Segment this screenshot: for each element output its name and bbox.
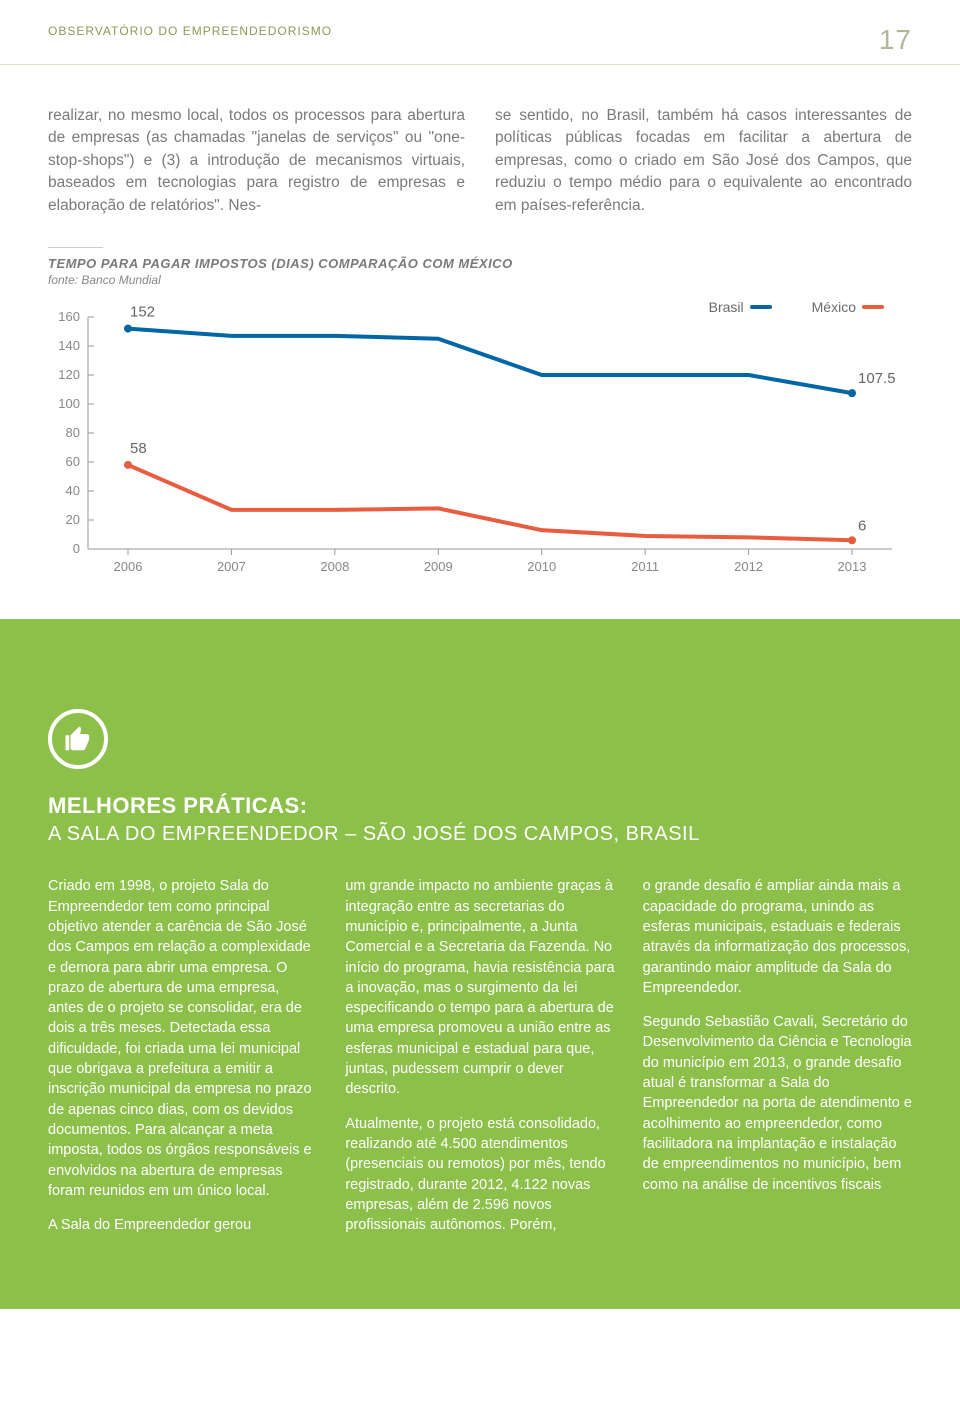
svg-text:160: 160 — [58, 309, 80, 324]
svg-text:152: 152 — [130, 304, 155, 321]
svg-text:140: 140 — [58, 338, 80, 353]
green-text: Segundo Sebastião Cavali, Secretário do … — [643, 1012, 912, 1195]
page-number: 17 — [879, 24, 912, 56]
svg-text:107.5: 107.5 — [858, 370, 896, 387]
green-subheading: A SALA DO EMPREENDEDOR – SÃO JOSÉ DOS CA… — [48, 823, 912, 846]
svg-text:40: 40 — [66, 483, 80, 498]
page-header: OBSERVATÓRIO DO EMPREENDEDORISMO 17 — [0, 0, 960, 65]
green-text: um grande impacto no ambiente graças à i… — [345, 876, 614, 1099]
green-heading: MELHORES PRÁTICAS: — [48, 793, 912, 819]
svg-text:80: 80 — [66, 425, 80, 440]
chart-section: TEMPO PARA PAGAR IMPOSTOS (DIAS) COMPARA… — [0, 237, 960, 619]
line-chart: 0 20 40 60 80 100 120 140 160 2006 2007 2008 2009 201… — [48, 299, 912, 579]
svg-text:2011: 2011 — [631, 559, 659, 574]
header-title: OBSERVATÓRIO DO EMPREENDEDORISMO — [48, 24, 332, 56]
chart-legend: Brasil México — [709, 299, 884, 315]
chart-source: fonte: Banco Mundial — [48, 273, 912, 287]
legend-swatch-mexico — [862, 305, 884, 309]
legend-swatch-brasil — [750, 305, 772, 309]
chart-title: TEMPO PARA PAGAR IMPOSTOS (DIAS) COMPARA… — [48, 256, 912, 271]
legend-mexico: México — [812, 299, 884, 315]
legend-label-brasil: Brasil — [709, 299, 744, 315]
best-practices-section: MELHORES PRÁTICAS: A SALA DO EMPREENDEDO… — [0, 619, 960, 1309]
green-text: A Sala do Empreendedor gerou — [48, 1215, 317, 1235]
svg-text:2007: 2007 — [217, 559, 246, 574]
svg-text:2010: 2010 — [527, 559, 556, 574]
svg-text:60: 60 — [66, 454, 80, 469]
svg-text:58: 58 — [130, 440, 147, 457]
intro-left: realizar, no mesmo local, todos os proce… — [48, 105, 465, 217]
green-text: Atualmente, o projeto está consolidado, … — [345, 1114, 614, 1236]
svg-text:2009: 2009 — [424, 559, 453, 574]
svg-text:20: 20 — [66, 512, 80, 527]
svg-text:2012: 2012 — [734, 559, 763, 574]
green-col-1: Criado em 1998, o projeto Sala do Empree… — [48, 876, 317, 1249]
green-col-3: o grande desafio é ampliar ainda mais a … — [643, 876, 912, 1249]
green-col-2: um grande impacto no ambiente graças à i… — [345, 876, 614, 1249]
legend-brasil: Brasil — [709, 299, 772, 315]
intro-right: se sentido, no Brasil, também há casos i… — [495, 105, 912, 217]
intro-paragraphs: realizar, no mesmo local, todos os proce… — [0, 65, 960, 237]
svg-text:100: 100 — [58, 396, 80, 411]
thumbs-up-icon — [48, 709, 108, 769]
green-text: o grande desafio é ampliar ainda mais a … — [643, 876, 912, 998]
svg-text:2008: 2008 — [320, 559, 349, 574]
svg-text:2006: 2006 — [114, 559, 143, 574]
green-text: Criado em 1998, o projeto Sala do Empree… — [48, 876, 317, 1201]
svg-text:0: 0 — [73, 541, 80, 556]
svg-text:2013: 2013 — [838, 559, 867, 574]
svg-text:120: 120 — [58, 367, 80, 382]
legend-label-mexico: México — [812, 299, 856, 315]
svg-text:6: 6 — [858, 518, 866, 535]
